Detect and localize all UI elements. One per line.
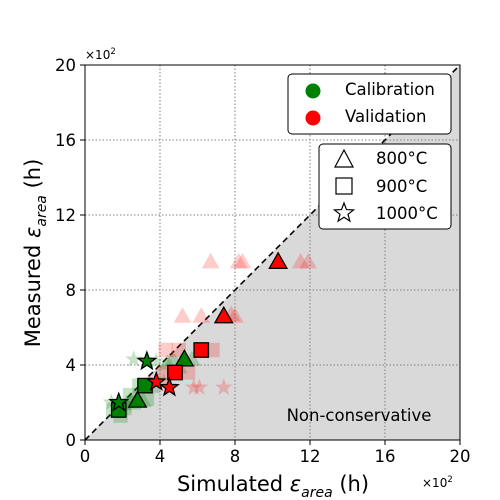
legend-groups-box: [287, 73, 452, 135]
calibration-point: [108, 391, 130, 412]
x-tick-label: 8: [230, 447, 241, 466]
legend-groups: Calibration Validation: [287, 73, 452, 135]
validation-point: [268, 251, 289, 270]
plot-frame: [84, 64, 461, 441]
legend-triangle-marker: [334, 148, 354, 168]
validation-point: [167, 364, 183, 381]
validation-faint-point: [299, 252, 317, 269]
validation-faint-point: [155, 372, 173, 390]
validation-point: [158, 376, 180, 397]
x-multiplier: ×102: [422, 475, 453, 490]
validation-faint-point: [158, 342, 173, 358]
x-tick-label: 12: [300, 447, 321, 466]
x-tick-label: 0: [80, 447, 91, 466]
y-multiplier: ×102: [85, 47, 116, 62]
validation-faint-point: [233, 252, 252, 269]
y-tick-label: 16: [55, 131, 76, 150]
legend-star-marker: [332, 201, 356, 223]
calibration-faint-point: [125, 350, 143, 367]
validation-faint-point: [185, 378, 203, 395]
y-tick-label: 12: [55, 206, 76, 225]
x-tick-label: 4: [155, 447, 166, 466]
legend-1000-label: 1000°C: [376, 204, 438, 223]
calibration-faint-point: [102, 393, 120, 410]
validation-faint-point: [190, 378, 209, 395]
legend-calibration-marker: [305, 83, 321, 99]
legend-temperatures: 800°C 900°C 1000°C: [318, 143, 452, 230]
y-tick-label: 8: [66, 281, 77, 300]
validation-point: [193, 342, 210, 358]
validation-faint-point: [180, 365, 196, 380]
legend-800-label: 800°C: [376, 149, 427, 168]
y-tick-label: 0: [66, 431, 77, 450]
validation-faint-point: [215, 378, 233, 395]
legend-validation-marker: [305, 110, 321, 126]
x-tick-label: 20: [450, 447, 471, 466]
legend-calibration-label: Calibration: [345, 80, 435, 99]
data-points-layer: [108, 251, 289, 418]
calibration-point: [174, 349, 195, 367]
validation-faint-point: [291, 252, 310, 269]
x-axis-label: Simulated εarea (h): [177, 472, 369, 500]
y-tick-label: 20: [55, 56, 76, 75]
calibration-point: [136, 350, 158, 371]
region-label: Non-conservative: [287, 406, 432, 425]
x-tick-label: 16: [375, 447, 396, 466]
validation-faint-point: [173, 307, 192, 323]
y-axis-label: Measured εarea (h): [21, 159, 50, 348]
legend-900-label: 900°C: [376, 177, 427, 196]
y-tick-label: 4: [66, 356, 77, 375]
validation-faint-point: [229, 252, 248, 269]
legend-validation-label: Validation: [345, 107, 426, 126]
validation-point: [213, 305, 234, 324]
axis-ticks: 0 4 8 12 16 20 0 4 8 12 16 20: [55, 56, 471, 466]
calibration-point: [127, 390, 148, 408]
calibration-faint-point: [147, 352, 165, 369]
validation-faint-point: [201, 252, 220, 269]
legend-square-marker: [335, 177, 353, 195]
validation-faint-point: [192, 307, 211, 323]
validation-point: [145, 370, 167, 391]
